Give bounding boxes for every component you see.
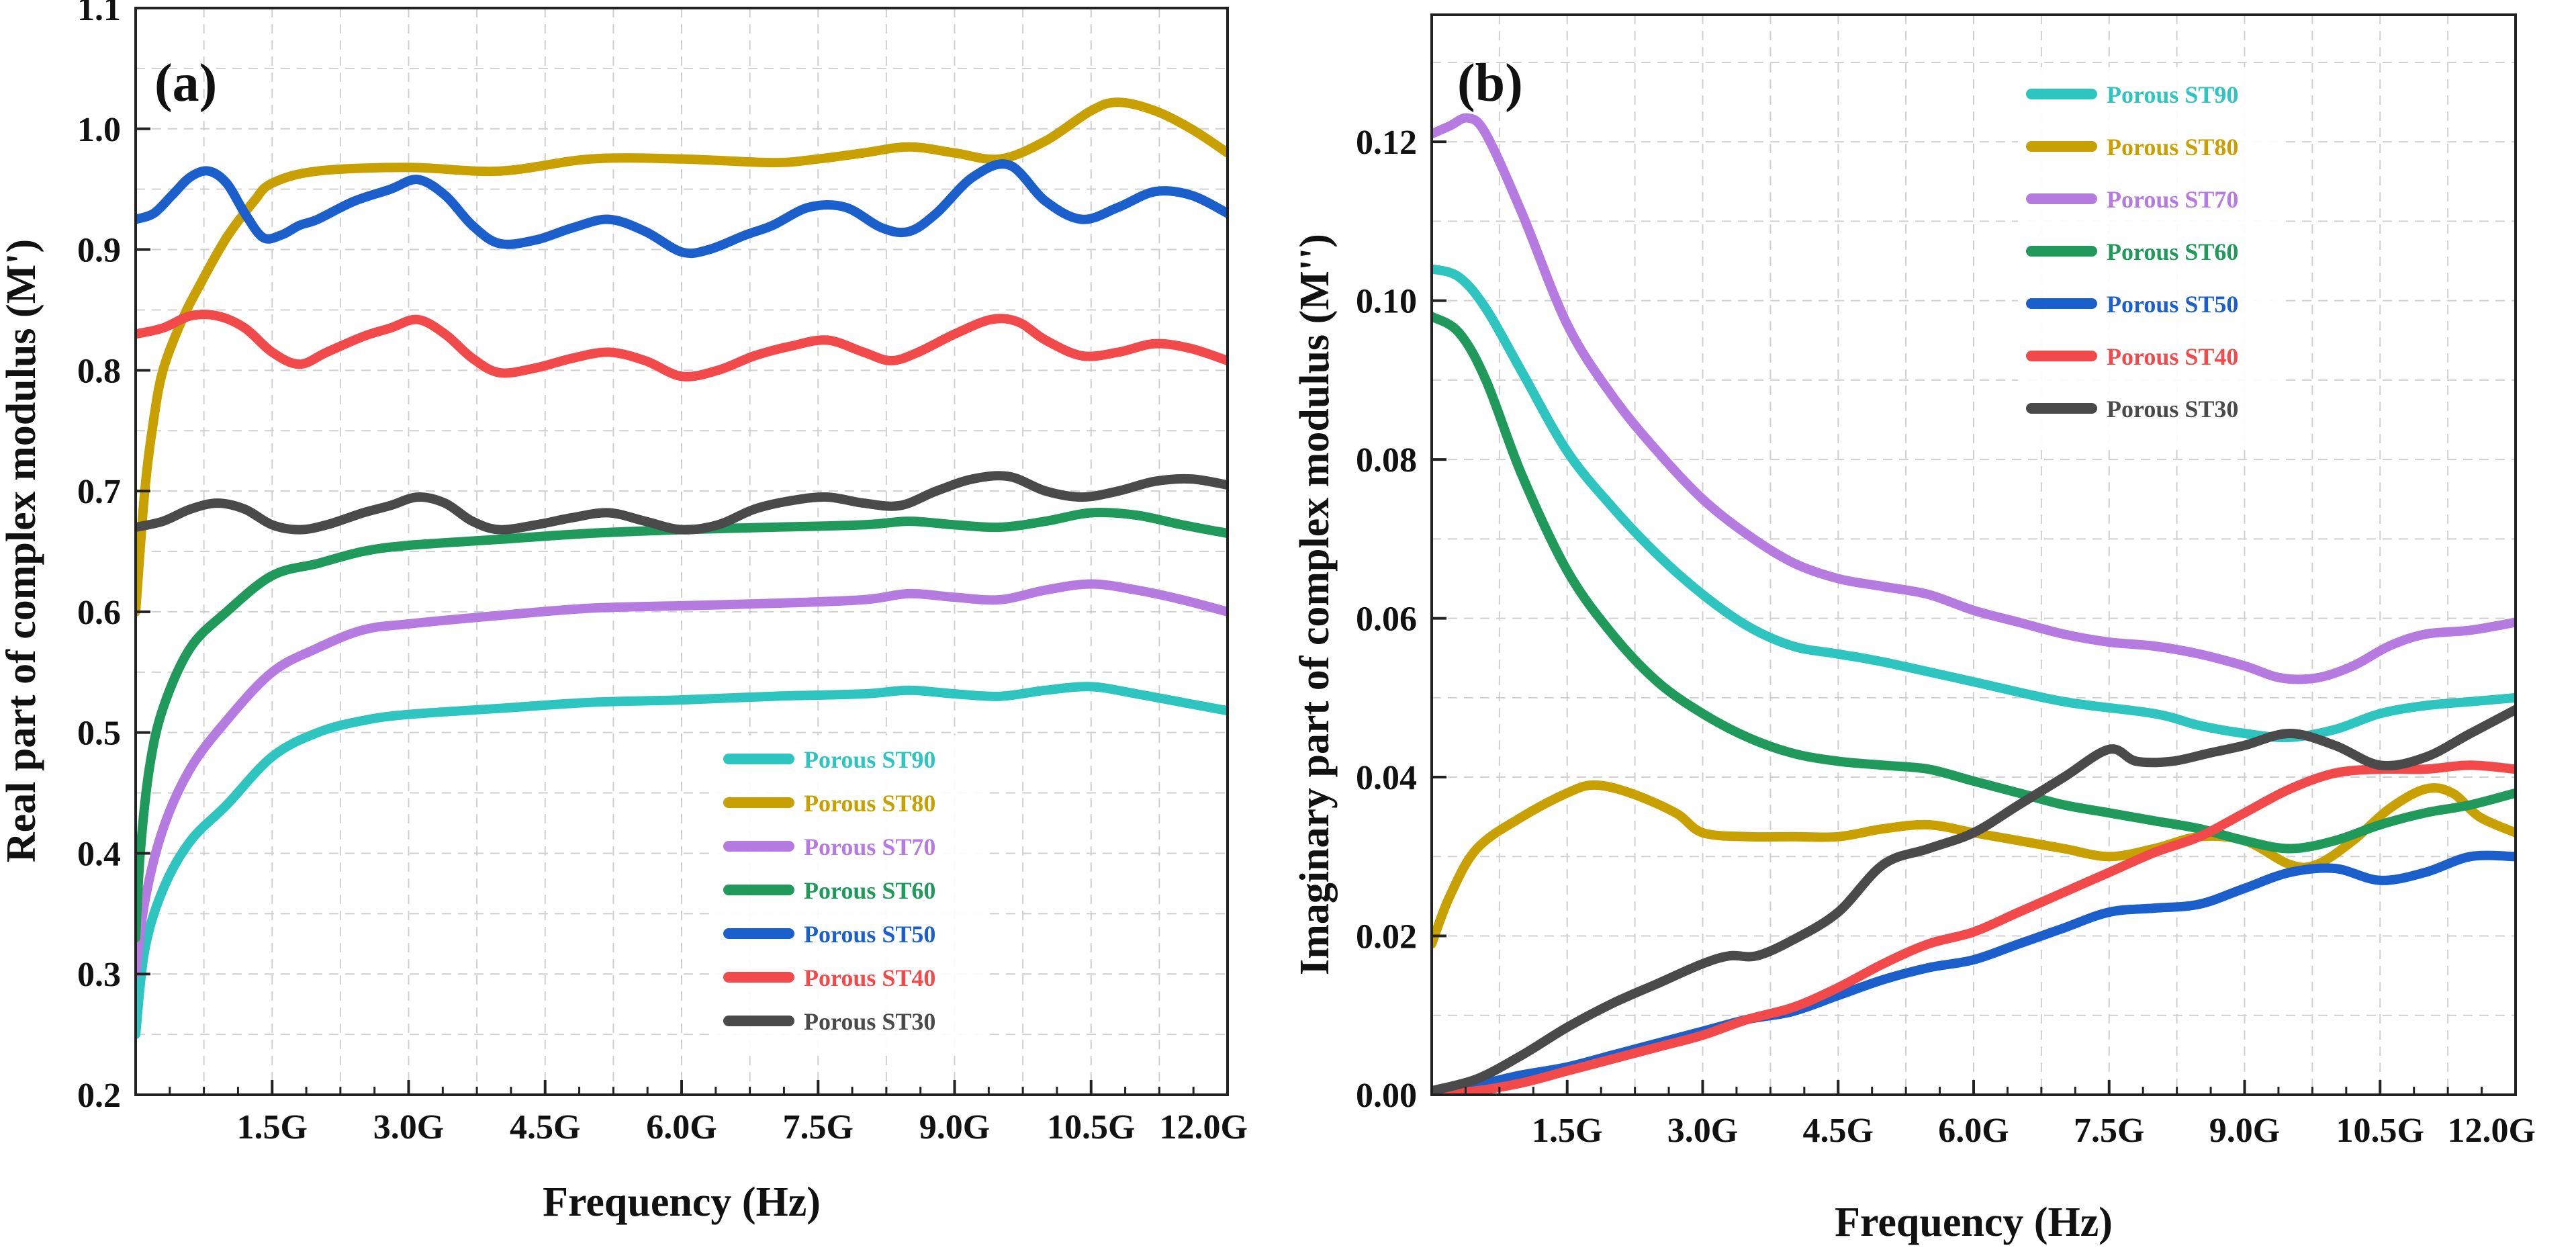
x-tick-label: 1.5G	[237, 1108, 308, 1146]
ticks-b	[1432, 140, 2517, 1096]
legend-label: Porous ST80	[2107, 134, 2238, 161]
series-line-porous-st90	[136, 682, 1228, 1040]
x-tick-label: 12.0G	[2448, 1112, 2536, 1150]
x-axis-title-b: Frequency (Hz)	[1835, 1200, 2113, 1245]
x-tick-label: 6.0G	[646, 1108, 717, 1146]
panel-label-b: (b)	[1457, 54, 1523, 113]
y-tick-label: 0.7	[77, 473, 121, 511]
y-tick-label: 0.00	[1356, 1077, 1417, 1115]
y-tick-label: 0.9	[77, 232, 121, 270]
x-tick-labels-a: 1.5G 3.0G 4.5G 6.0G 7.5G 9.0G 10.5G 12.0G	[237, 1108, 1248, 1146]
x-tick-label: 3.0G	[373, 1108, 444, 1146]
series-line-porous-st40	[1432, 760, 2516, 1095]
legend-label: Porous ST50	[2107, 291, 2238, 318]
legend-label: Porous ST90	[804, 746, 935, 773]
y-tick-label: 0.12	[1356, 124, 1417, 162]
x-tick-label: 12.0G	[1160, 1108, 1248, 1146]
x-axis-title-a: Frequency (Hz)	[543, 1179, 821, 1225]
x-tick-label: 10.5G	[1047, 1108, 1135, 1146]
y-tick-label: 0.10	[1356, 283, 1417, 321]
x-tick-label: 3.0G	[1667, 1112, 1738, 1150]
legend-b: Porous ST90 Porous ST80 Porous ST70 Porous …	[2026, 81, 2238, 422]
series-line-porous-st90	[1432, 264, 2516, 743]
legend-label: Porous ST70	[2107, 186, 2238, 213]
x-tick-label: 6.0G	[1938, 1112, 2009, 1150]
y-tick-label: 0.5	[77, 715, 121, 753]
y-axis-title-a: Real part of complex modulus (M')	[0, 239, 44, 862]
x-tick-label: 7.5G	[2074, 1112, 2144, 1150]
legend-label: Porous ST30	[804, 1008, 935, 1035]
y-tick-label: 0.04	[1356, 759, 1417, 797]
x-tick-label: 9.0G	[2209, 1112, 2280, 1150]
series-line-porous-st70	[136, 579, 1228, 979]
x-tick-labels-b: 1.5G 3.0G 4.5G 6.0G 7.5G 9.0G 10.5G 12.0G	[1532, 1112, 2536, 1150]
x-tick-label: 9.0G	[919, 1108, 990, 1146]
y-axis-title-b: Imaginary part of complex modulus (M'')	[1292, 234, 1338, 975]
series-line-porous-st80	[136, 97, 1228, 617]
legend-label: Porous ST90	[2107, 81, 2238, 108]
legend-label: Porous ST80	[804, 790, 935, 817]
series-line-porous-st60	[1432, 312, 2516, 854]
series-line-porous-st30	[1432, 705, 2516, 1095]
y-tick-label: 0.08	[1356, 441, 1417, 480]
series-lines-b	[1432, 113, 2516, 1095]
legend-label: Porous ST40	[2107, 343, 2238, 370]
x-tick-label: 7.5G	[783, 1108, 854, 1146]
y-tick-labels-a: 0.2 0.3 0.4 0.5 0.6 0.7 0.8 0.9 1.0 1.1	[77, 0, 121, 1115]
y-tick-label: 1.0	[77, 111, 121, 149]
legend-label: Porous ST60	[2107, 238, 2238, 265]
legend-label: Porous ST40	[804, 964, 935, 991]
legend-a: Porous ST90 Porous ST80 Porous ST70 Porous …	[723, 746, 935, 1035]
legend-label: Porous ST60	[804, 877, 935, 904]
legend-label: Porous ST30	[2107, 396, 2238, 422]
x-tick-label: 1.5G	[1532, 1112, 1602, 1150]
y-tick-label: 0.3	[77, 956, 121, 994]
series-line-porous-st60	[136, 508, 1228, 943]
x-tick-label: 10.5G	[2336, 1112, 2424, 1150]
x-tick-label: 4.5G	[1803, 1112, 1874, 1150]
legend-label: Porous ST70	[804, 834, 935, 860]
y-tick-label: 0.8	[77, 352, 121, 390]
series-line-porous-st40	[136, 310, 1228, 381]
ticks-a	[136, 7, 1229, 1096]
y-tick-label: 0.2	[77, 1077, 121, 1115]
panel-label-a: (a)	[154, 54, 217, 113]
series-lines-a	[136, 97, 1228, 1040]
legend-label: Porous ST50	[804, 921, 935, 948]
y-tick-label: 0.6	[77, 594, 121, 632]
y-tick-label: 1.1	[77, 0, 121, 28]
series-line-porous-st30	[136, 471, 1228, 535]
y-tick-label: 0.4	[77, 835, 121, 873]
x-tick-label: 4.5G	[510, 1108, 580, 1146]
panel-b: 1.5G 3.0G 4.5G 6.0G 7.5G 9.0G 10.5G 12.0G 0.000…	[1292, 13, 2536, 1245]
y-tick-label: 0.02	[1356, 918, 1417, 956]
series-line-porous-st70	[1432, 113, 2516, 684]
panel-a: 1.5G 3.0G 4.5G 6.0G 7.5G 9.0G 10.5G 12.0G 0.20.…	[0, 0, 1248, 1225]
series-line-porous-st50	[136, 159, 1228, 259]
y-tick-label: 0.06	[1356, 600, 1417, 639]
y-tick-labels-b: 0.00 0.02 0.04 0.06 0.08 0.10 0.12	[1356, 124, 1417, 1115]
